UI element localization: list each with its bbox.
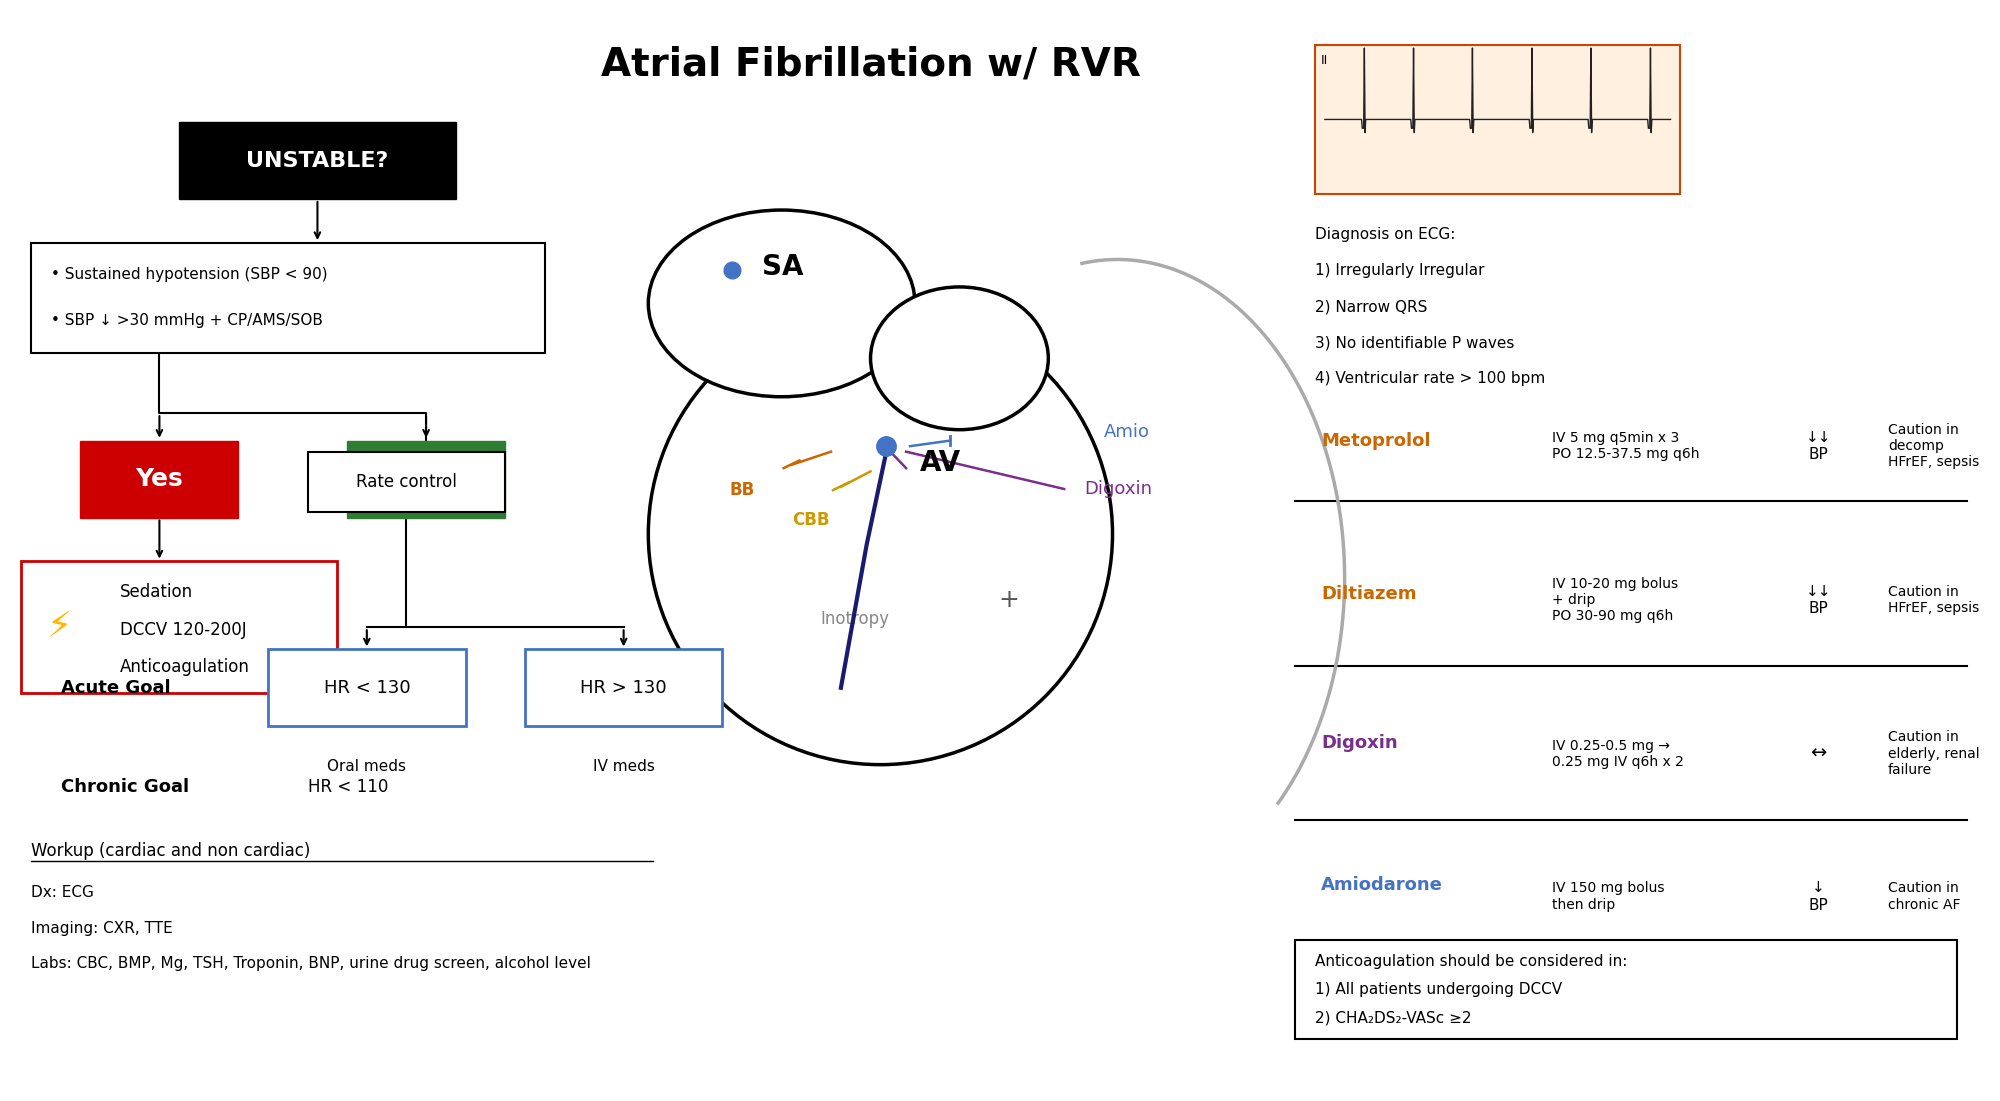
Text: DCCV 120-200J: DCCV 120-200J: [120, 621, 246, 639]
Text: CBB: CBB: [792, 511, 830, 528]
Text: II: II: [1320, 54, 1328, 67]
Text: ↔: ↔: [1810, 744, 1826, 763]
Text: Caution in
chronic AF: Caution in chronic AF: [1888, 881, 1960, 912]
Text: UNSTABLE?: UNSTABLE?: [246, 151, 388, 171]
Text: IV 5 mg q5min x 3
PO 12.5-37.5 mg q6h: IV 5 mg q5min x 3 PO 12.5-37.5 mg q6h: [1552, 432, 1700, 461]
FancyBboxPatch shape: [308, 451, 506, 512]
FancyBboxPatch shape: [180, 122, 456, 199]
Text: 4) Ventricular rate > 100 bpm: 4) Ventricular rate > 100 bpm: [1314, 371, 1546, 386]
FancyBboxPatch shape: [348, 440, 506, 517]
FancyBboxPatch shape: [22, 562, 338, 694]
Text: 1) Irregularly Irregular: 1) Irregularly Irregular: [1314, 263, 1484, 277]
Text: ↓
BP: ↓ BP: [1808, 880, 1828, 913]
Text: Anticoagulation should be considered in:: Anticoagulation should be considered in:: [1314, 953, 1628, 969]
FancyBboxPatch shape: [268, 650, 466, 727]
Text: HR < 110: HR < 110: [308, 777, 388, 796]
Text: Caution in
decomp
HFrEF, sepsis: Caution in decomp HFrEF, sepsis: [1888, 423, 1980, 469]
FancyBboxPatch shape: [1314, 45, 1680, 194]
Text: 2) Narrow QRS: 2) Narrow QRS: [1314, 299, 1428, 314]
Text: Rate control: Rate control: [356, 472, 456, 491]
Text: Amiodarone: Amiodarone: [1320, 876, 1442, 894]
Text: Digoxin: Digoxin: [1320, 733, 1398, 752]
Text: Metoprolol: Metoprolol: [1320, 432, 1430, 449]
Text: Amio: Amio: [1104, 423, 1150, 440]
Text: HR < 130: HR < 130: [324, 679, 410, 697]
Text: Yes: Yes: [136, 467, 184, 491]
Ellipse shape: [870, 287, 1048, 429]
Text: 2) CHA₂DS₂-VASc ≥2: 2) CHA₂DS₂-VASc ≥2: [1314, 1011, 1472, 1026]
Text: 1) All patients undergoing DCCV: 1) All patients undergoing DCCV: [1314, 982, 1562, 998]
Text: SA: SA: [762, 253, 804, 281]
Text: Diagnosis on ECG:: Diagnosis on ECG:: [1314, 227, 1456, 241]
Text: ↓↓
BP: ↓↓ BP: [1806, 584, 1832, 617]
Text: Imaging: CXR, TTE: Imaging: CXR, TTE: [32, 920, 172, 936]
FancyBboxPatch shape: [1296, 940, 1956, 1039]
Text: No: No: [408, 467, 446, 491]
Text: • SBP ↓ >30 mmHg + CP/AMS/SOB: • SBP ↓ >30 mmHg + CP/AMS/SOB: [50, 314, 322, 328]
Ellipse shape: [648, 304, 1112, 765]
Text: Chronic Goal: Chronic Goal: [60, 777, 188, 796]
Text: ↓↓
BP: ↓↓ BP: [1806, 430, 1832, 462]
Text: Dx: ECG: Dx: ECG: [32, 885, 94, 901]
Text: BB: BB: [730, 481, 754, 499]
FancyBboxPatch shape: [80, 440, 238, 517]
Text: Caution in
elderly, renal
failure: Caution in elderly, renal failure: [1888, 730, 1980, 777]
Text: +: +: [998, 588, 1020, 612]
Text: HR > 130: HR > 130: [580, 679, 666, 697]
Text: AV: AV: [920, 448, 962, 477]
Text: IV 0.25-0.5 mg →
0.25 mg IV q6h x 2: IV 0.25-0.5 mg → 0.25 mg IV q6h x 2: [1552, 739, 1684, 768]
Text: Acute Goal: Acute Goal: [60, 679, 170, 697]
Text: IV meds: IV meds: [592, 760, 654, 774]
Text: Labs: CBC, BMP, Mg, TSH, Troponin, BNP, urine drug screen, alcohol level: Labs: CBC, BMP, Mg, TSH, Troponin, BNP, …: [32, 956, 590, 971]
Text: Inotropy: Inotropy: [820, 610, 890, 628]
Text: IV 150 mg bolus
then drip: IV 150 mg bolus then drip: [1552, 881, 1664, 912]
Text: Digoxin: Digoxin: [1084, 480, 1152, 498]
Text: Diltiazem: Diltiazem: [1320, 586, 1416, 603]
Text: Oral meds: Oral meds: [328, 760, 406, 774]
Text: ⚡: ⚡: [46, 610, 72, 644]
FancyBboxPatch shape: [524, 650, 722, 727]
Text: Atrial Fibrillation w/ RVR: Atrial Fibrillation w/ RVR: [600, 45, 1140, 84]
Text: Sedation: Sedation: [120, 584, 194, 601]
Text: • Sustained hypotension (SBP < 90): • Sustained hypotension (SBP < 90): [50, 268, 328, 282]
Text: 3) No identifiable P waves: 3) No identifiable P waves: [1314, 335, 1514, 350]
Text: IV 10-20 mg bolus
+ drip
PO 30-90 mg q6h: IV 10-20 mg bolus + drip PO 30-90 mg q6h: [1552, 577, 1678, 623]
Text: Anticoagulation: Anticoagulation: [120, 658, 250, 676]
Text: Caution in
HFrEF, sepsis: Caution in HFrEF, sepsis: [1888, 585, 1980, 615]
Text: Workup (cardiac and non cardiac): Workup (cardiac and non cardiac): [32, 841, 310, 860]
Ellipse shape: [648, 210, 914, 396]
FancyBboxPatch shape: [32, 243, 544, 352]
